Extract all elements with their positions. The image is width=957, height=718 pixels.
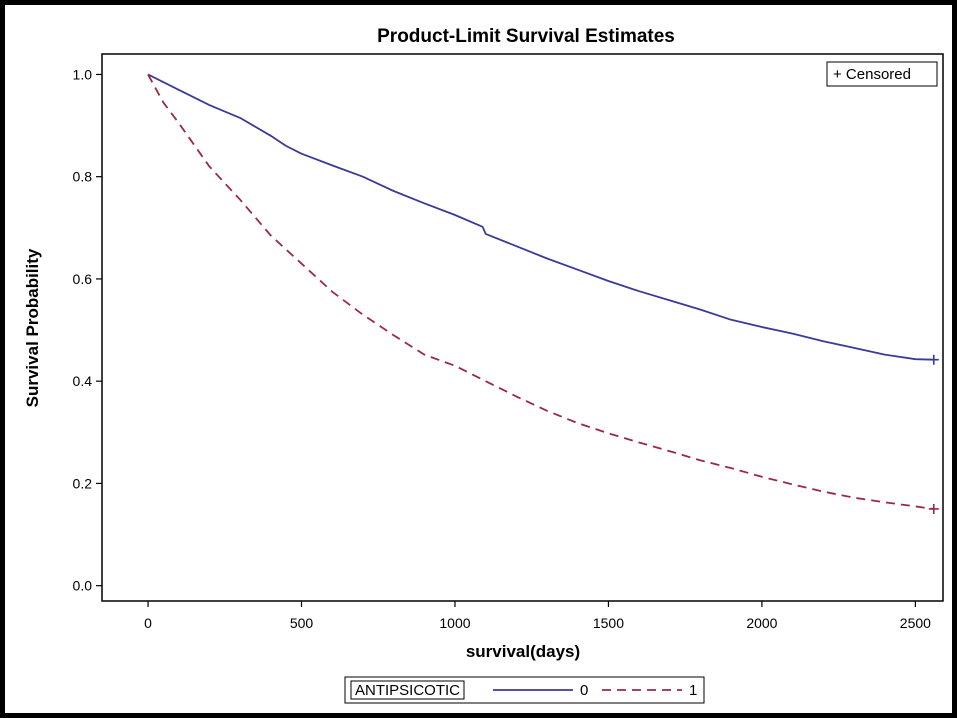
y-tick-label: 0.6 bbox=[73, 271, 93, 287]
x-tick-label: 500 bbox=[290, 615, 314, 631]
censored-legend-box bbox=[826, 61, 938, 87]
y-tick-label: 0.4 bbox=[73, 373, 93, 389]
x-tick-label: 2500 bbox=[900, 615, 931, 631]
y-tick-label: 0.2 bbox=[73, 475, 93, 491]
x-axis-label: survival(days) bbox=[466, 642, 580, 661]
legend-title-box bbox=[350, 680, 465, 700]
censor-mark-1 bbox=[928, 503, 939, 514]
x-tick-label: 1500 bbox=[593, 615, 624, 631]
x-axis: 0 500 1000 1500 2000 2500 bbox=[144, 601, 931, 631]
x-tick-label: 2000 bbox=[746, 615, 777, 631]
plot-area bbox=[101, 53, 944, 602]
legend-label-1: 1 bbox=[689, 682, 697, 699]
x-tick-label: 1000 bbox=[439, 615, 470, 631]
censor-mark-0 bbox=[928, 354, 939, 365]
y-axis: 0.0 0.2 0.4 0.6 0.8 1.0 bbox=[73, 66, 102, 594]
censored-legend-label: + Censored bbox=[833, 66, 911, 83]
y-tick-label: 1.0 bbox=[73, 66, 93, 82]
censored-legend: + Censored bbox=[826, 61, 938, 87]
chart-title: Product-Limit Survival Estimates bbox=[377, 26, 675, 47]
legend-title: ANTIPSICOTIC bbox=[355, 682, 460, 699]
legend-label-0: 0 bbox=[580, 682, 588, 699]
y-axis-label: Survival Probability bbox=[23, 248, 42, 407]
y-tick-label: 0.8 bbox=[73, 169, 93, 185]
series-line-0 bbox=[147, 73, 934, 361]
x-tick-label: 0 bbox=[144, 615, 152, 631]
survival-chart: Product-Limit Survival Estimates 0.00.20… bbox=[23, 26, 944, 704]
series-line-1 bbox=[147, 73, 934, 510]
series-legend: ANTIPSICOTIC 0 1 bbox=[344, 676, 705, 704]
series-layer bbox=[147, 73, 939, 514]
y-tick-label: 0.0 bbox=[73, 578, 93, 594]
